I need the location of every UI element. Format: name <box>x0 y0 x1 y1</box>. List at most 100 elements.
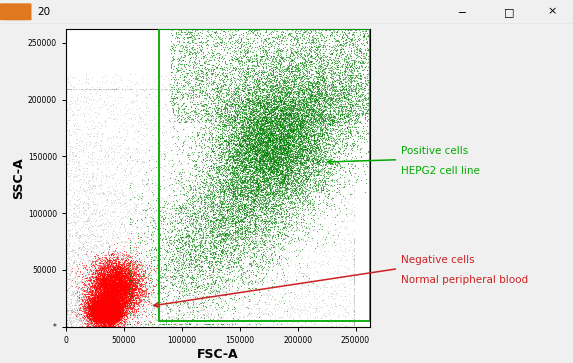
Point <box>262 228 272 234</box>
Point <box>214 285 223 290</box>
Point <box>319 73 328 78</box>
Point <box>93 313 103 318</box>
Point <box>97 304 106 310</box>
Point <box>115 264 124 270</box>
Point <box>257 194 266 200</box>
Point <box>281 89 290 95</box>
Point <box>250 210 260 216</box>
Point <box>111 307 120 313</box>
Point <box>234 173 243 179</box>
Point <box>137 160 146 166</box>
Point <box>123 285 132 291</box>
Point <box>107 309 116 314</box>
Point <box>102 166 111 172</box>
Point <box>101 315 111 321</box>
Point <box>218 162 227 168</box>
Point <box>218 121 227 127</box>
Point <box>125 287 135 293</box>
Point <box>217 172 226 178</box>
Point <box>86 211 95 217</box>
Point <box>109 318 119 324</box>
Point <box>325 70 335 76</box>
Point <box>96 86 105 91</box>
Point <box>91 306 100 312</box>
Point <box>68 306 77 311</box>
Point <box>97 300 107 306</box>
Point <box>285 86 294 91</box>
Point <box>103 300 112 306</box>
Point <box>74 265 83 271</box>
Point <box>121 287 131 293</box>
Point <box>335 122 344 127</box>
Point <box>108 295 117 301</box>
Point <box>107 276 116 282</box>
Point <box>282 127 292 132</box>
Point <box>108 283 117 289</box>
Point <box>96 311 105 317</box>
Point <box>234 164 243 170</box>
Point <box>107 278 116 284</box>
Point <box>328 64 337 69</box>
Point <box>343 107 352 113</box>
Point <box>103 275 112 281</box>
Point <box>227 138 236 143</box>
Point <box>319 282 328 288</box>
Point <box>226 231 236 237</box>
Point <box>125 322 134 327</box>
Point <box>309 101 319 107</box>
Point <box>109 279 118 285</box>
Point <box>319 162 328 168</box>
Point <box>97 299 107 305</box>
Point <box>99 269 108 275</box>
Point <box>65 260 74 266</box>
Point <box>276 115 285 121</box>
Point <box>123 292 132 298</box>
Point <box>107 297 116 303</box>
Point <box>111 287 120 293</box>
Point <box>265 87 274 93</box>
Point <box>99 294 108 299</box>
Point <box>266 146 275 152</box>
Point <box>264 211 273 216</box>
Point <box>345 231 354 237</box>
Point <box>119 296 128 302</box>
Point <box>261 214 270 220</box>
Point <box>219 198 228 204</box>
Point <box>116 268 125 274</box>
Point <box>176 283 185 289</box>
Point <box>258 140 268 146</box>
Point <box>93 313 102 319</box>
Point <box>261 50 270 56</box>
Point <box>93 273 103 278</box>
Point <box>264 101 273 106</box>
Point <box>222 107 231 113</box>
Point <box>107 303 116 309</box>
Point <box>105 312 114 318</box>
Point <box>100 211 109 216</box>
Point <box>209 148 218 154</box>
Point <box>97 292 107 298</box>
Point <box>233 189 242 195</box>
Point <box>280 95 289 101</box>
Point <box>250 127 260 132</box>
Point <box>93 310 102 316</box>
Point <box>127 216 136 222</box>
Point <box>66 200 75 206</box>
Point <box>186 89 195 95</box>
Point <box>252 95 261 101</box>
Point <box>98 322 107 327</box>
Point <box>352 72 361 78</box>
Point <box>262 122 271 128</box>
Point <box>96 307 105 313</box>
Point <box>242 210 251 216</box>
Point <box>111 273 120 279</box>
Point <box>270 89 279 94</box>
Point <box>98 311 107 317</box>
Point <box>241 240 250 245</box>
Point <box>229 159 238 165</box>
Point <box>302 150 311 155</box>
Point <box>84 277 93 283</box>
Point <box>135 294 144 299</box>
Point <box>174 270 183 276</box>
Point <box>118 281 127 286</box>
